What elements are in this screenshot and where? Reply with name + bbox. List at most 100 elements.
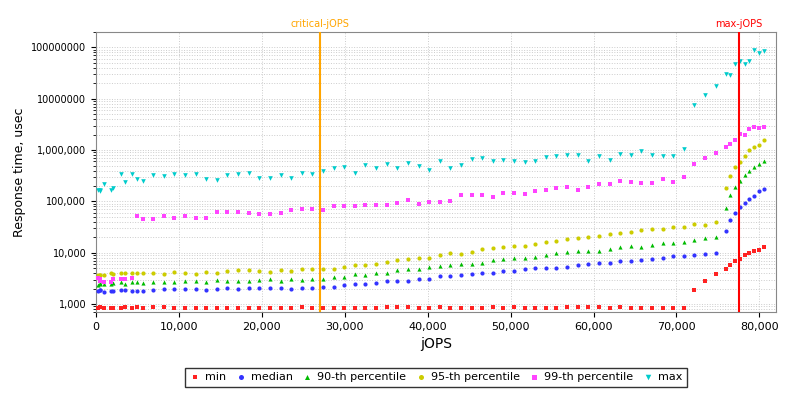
max — [748, 47, 761, 54]
90-th percentile — [190, 278, 202, 284]
90-th percentile — [98, 281, 110, 287]
90-th percentile — [757, 158, 770, 164]
95-th percentile — [242, 267, 255, 274]
95-th percentile — [724, 173, 737, 179]
Y-axis label: Response time, usec: Response time, usec — [13, 107, 26, 237]
median — [118, 287, 131, 294]
95-th percentile — [710, 219, 722, 225]
95-th percentile — [561, 236, 574, 242]
95-th percentile — [126, 270, 138, 276]
min — [666, 304, 679, 311]
max — [422, 166, 435, 173]
max — [210, 177, 223, 183]
median — [295, 285, 308, 292]
max — [646, 152, 658, 158]
95-th percentile — [729, 164, 742, 170]
min — [380, 304, 393, 310]
median — [603, 260, 616, 266]
95-th percentile — [136, 270, 149, 276]
95-th percentile — [131, 270, 144, 277]
99-th percentile — [508, 190, 521, 196]
99-th percentile — [115, 276, 128, 282]
min — [529, 304, 542, 311]
max — [136, 178, 149, 184]
99-th percentile — [444, 198, 457, 204]
95-th percentile — [734, 158, 746, 165]
min — [656, 305, 669, 311]
max — [444, 164, 457, 171]
95-th percentile — [380, 258, 393, 265]
90-th percentile — [518, 255, 531, 261]
95-th percentile — [635, 227, 648, 234]
min — [729, 258, 742, 264]
99-th percentile — [434, 198, 446, 205]
max — [710, 83, 722, 90]
90-th percentile — [94, 281, 106, 287]
90-th percentile — [412, 266, 425, 272]
95-th percentile — [210, 270, 223, 276]
min — [539, 304, 552, 311]
90-th percentile — [317, 276, 330, 282]
99-th percentile — [210, 209, 223, 215]
90-th percentile — [126, 279, 138, 286]
95-th percentile — [295, 266, 308, 272]
99-th percentile — [402, 197, 414, 204]
99-th percentile — [748, 124, 761, 130]
90-th percentile — [738, 172, 751, 178]
median — [349, 280, 362, 287]
99-th percentile — [274, 209, 287, 216]
median — [106, 288, 119, 294]
95-th percentile — [571, 234, 584, 241]
95-th percentile — [614, 230, 626, 236]
90-th percentile — [729, 184, 742, 190]
90-th percentile — [688, 236, 701, 243]
max — [94, 187, 106, 193]
max — [147, 172, 160, 178]
median — [94, 287, 106, 294]
max — [518, 158, 531, 165]
90-th percentile — [147, 278, 160, 285]
90-th percentile — [603, 246, 616, 253]
90-th percentile — [539, 252, 552, 258]
90-th percentile — [232, 278, 245, 284]
99-th percentile — [359, 202, 372, 208]
95-th percentile — [106, 271, 119, 278]
min — [603, 304, 616, 311]
95-th percentile — [253, 268, 266, 275]
max — [434, 158, 446, 164]
90-th percentile — [221, 278, 234, 284]
median — [126, 288, 138, 294]
max — [720, 71, 733, 77]
median — [402, 278, 414, 284]
95-th percentile — [285, 268, 298, 274]
min — [678, 305, 690, 311]
90-th percentile — [656, 240, 669, 246]
min — [295, 304, 308, 310]
99-th percentile — [593, 181, 606, 188]
95-th percentile — [666, 224, 679, 231]
max — [115, 171, 128, 177]
min — [738, 252, 751, 258]
max — [603, 156, 616, 163]
max — [285, 175, 298, 182]
95-th percentile — [94, 271, 106, 278]
median — [518, 266, 531, 272]
min — [126, 304, 138, 311]
99-th percentile — [178, 213, 191, 220]
99-th percentile — [738, 131, 751, 138]
median — [753, 188, 766, 194]
95-th percentile — [104, 270, 117, 276]
median — [646, 256, 658, 263]
median — [688, 252, 701, 258]
median — [221, 285, 234, 292]
min — [263, 305, 276, 311]
min — [349, 304, 362, 311]
99-th percentile — [678, 174, 690, 180]
99-th percentile — [232, 209, 245, 215]
99-th percentile — [242, 210, 255, 216]
90-th percentile — [338, 273, 350, 280]
99-th percentile — [380, 202, 393, 208]
min — [582, 304, 594, 310]
max — [698, 92, 711, 98]
99-th percentile — [729, 136, 742, 143]
